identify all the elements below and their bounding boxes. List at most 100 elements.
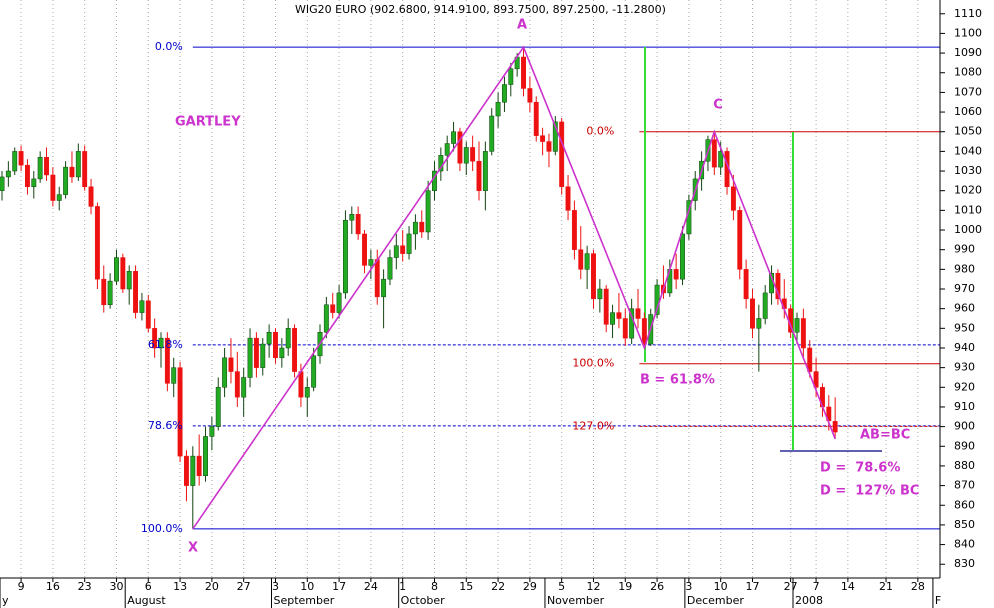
y-tick-label: 910 (954, 400, 975, 413)
y-tick-label: 1020 (954, 184, 982, 197)
candle-body (463, 147, 469, 164)
month-label: 2008 (795, 594, 823, 607)
y-tick-label: 930 (954, 361, 975, 374)
candle-body (126, 271, 132, 290)
candle-body (164, 337, 170, 384)
candle-body (304, 387, 310, 398)
candle-body (323, 304, 329, 333)
candle-body (24, 164, 30, 188)
candle-body (349, 214, 355, 221)
annotation: D = 127% BC (820, 484, 919, 499)
y-tick-label: 1030 (954, 164, 982, 177)
candle-body (5, 170, 11, 178)
annotation: A (517, 18, 527, 33)
candle-body (400, 245, 406, 254)
month-label: December (687, 594, 745, 607)
candle-body (260, 343, 266, 368)
candle-body (273, 332, 278, 359)
candle-body (362, 233, 367, 266)
x-tick-label: 27 (784, 580, 798, 593)
fib-label: 100.0% (141, 522, 183, 535)
x-tick-label: 20 (205, 580, 219, 593)
x-tick-label: 28 (911, 580, 925, 593)
candle-body (183, 455, 189, 486)
candle-body (470, 147, 476, 162)
candle-body (63, 166, 69, 195)
candle-body (56, 194, 62, 201)
x-tick-label: 8 (431, 580, 438, 593)
y-tick-label: 860 (954, 498, 975, 511)
candle-body (597, 288, 603, 300)
y-tick-label: 920 (954, 380, 975, 393)
candle-body (419, 221, 425, 233)
candle-body (451, 131, 457, 144)
candle-body (75, 151, 81, 178)
candle-body (69, 166, 75, 178)
candle-body (368, 259, 374, 266)
x-tick-label: 17 (745, 580, 759, 593)
candle-body (393, 245, 399, 258)
x-tick-label: 7 (813, 580, 820, 593)
annotation: C (713, 98, 723, 113)
candle-body (145, 300, 151, 329)
candle-body (94, 206, 100, 280)
candle-body (374, 259, 380, 298)
y-tick-label: 1070 (954, 85, 982, 98)
month-label: November (547, 594, 605, 607)
x-tick-label: 19 (618, 580, 632, 593)
y-tick-label: 1010 (954, 203, 982, 216)
candle-body (730, 186, 736, 211)
annotation: B = 61.8% (640, 373, 715, 388)
candle-body (133, 271, 139, 313)
candle-body (292, 328, 298, 372)
candle-body (737, 210, 743, 270)
y-tick-label: 900 (954, 420, 975, 433)
candle-body (0, 176, 5, 191)
candle-body (120, 257, 126, 290)
y-tick-label: 850 (954, 518, 975, 531)
candle-body (501, 84, 507, 103)
x-tick-label: 10 (300, 580, 314, 593)
x-tick-label: 17 (332, 580, 346, 593)
annotation: D = 78.6% (820, 461, 900, 476)
x-tick-label: 13 (173, 580, 187, 593)
y-tick-label: 830 (954, 557, 975, 570)
annotation: AB=BC (860, 428, 910, 443)
x-tick-label: 10 (714, 580, 728, 593)
month-label: August (127, 594, 166, 607)
candle-body (215, 387, 221, 427)
candle-body (355, 214, 361, 235)
annotation: GARTLEY (175, 115, 241, 130)
candle-body (711, 139, 717, 168)
candle-body (552, 121, 558, 152)
x-tick-label: 29 (523, 580, 537, 593)
candle-body (101, 278, 107, 305)
x-tick-label: 5 (558, 580, 565, 593)
candle-body (546, 141, 552, 152)
candle-body (139, 300, 145, 313)
candle-body (234, 371, 240, 398)
x-tick-label: 3 (272, 580, 279, 593)
candle-body (222, 357, 228, 388)
candle-body (342, 219, 348, 294)
candle-body (794, 318, 800, 333)
x-tick-label: 15 (459, 580, 473, 593)
candle-body (584, 253, 590, 270)
month-label: September (273, 594, 334, 607)
candle-body (718, 151, 724, 168)
candle-body (279, 347, 285, 359)
fib-label: 78.6% (148, 419, 183, 432)
month-label: October (401, 594, 445, 607)
candle-body (228, 357, 234, 372)
candle-body (527, 88, 533, 103)
candle-body (298, 371, 304, 398)
x-tick-label: 22 (491, 580, 505, 593)
candle-body (196, 455, 202, 477)
annotation: X (188, 541, 198, 556)
candle-body (12, 151, 18, 172)
chart-title: WIG20 EURO (902.6800, 914.9100, 893.7500… (295, 3, 666, 16)
candle-body (743, 269, 749, 300)
y-tick-label: 840 (954, 538, 975, 551)
candle-body (489, 115, 495, 152)
